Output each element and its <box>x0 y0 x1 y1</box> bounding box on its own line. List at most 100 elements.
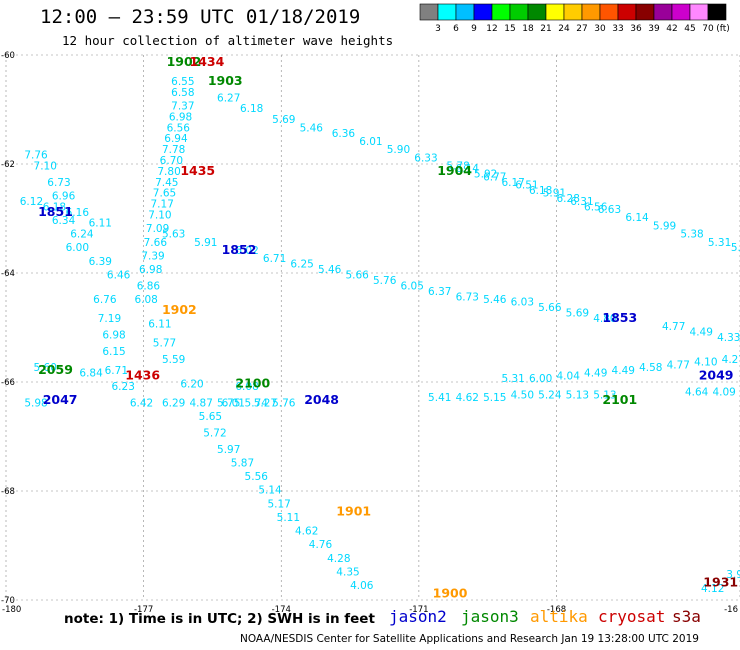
swh-value: 5.65 <box>199 411 222 423</box>
swh-value: 6.98 <box>102 329 125 341</box>
swh-value: 6.08 <box>235 381 258 393</box>
swh-value: 5.41 <box>428 392 451 404</box>
swh-value: 5.66 <box>345 269 369 281</box>
colorbar-label: 18 <box>522 24 534 34</box>
swh-value: 6.16 <box>66 207 90 219</box>
swh-value: 5.78 <box>446 160 469 172</box>
colorbar-label: 15 <box>504 24 515 34</box>
swh-value: 5.27 <box>254 398 277 410</box>
swh-value: 7.65 <box>153 188 176 200</box>
swh-value: 5.13 <box>593 389 616 401</box>
swh-value: 6.29 <box>162 398 185 410</box>
swh-value: 6.70 <box>160 155 183 167</box>
swh-value: 4.58 <box>639 362 662 374</box>
pass-label: 2100 <box>235 375 270 390</box>
credit-line: NOAA/NESDIS Center for Satellite Applica… <box>240 633 699 645</box>
swh-value: 5.17 <box>267 498 290 510</box>
swh-value: 5.77 <box>153 338 176 350</box>
swh-value: 4.35 <box>336 566 359 578</box>
lon-tick-label: -177 <box>134 605 153 615</box>
lat-tick-label: -66 <box>1 378 15 388</box>
track-2059: 5.60 6.84 6.20 6.08 <box>34 362 259 393</box>
swh-value: 5.69 <box>566 308 589 320</box>
swh-value: 6.63 <box>598 204 621 216</box>
track-1851: 7.767.10 6.736.96 6.12 6.18 6.166.34 6.116.24… <box>20 150 135 394</box>
swh-value: 7.76 <box>24 150 48 162</box>
colorbar-label: 70 <box>702 24 714 34</box>
swh-value: 7.37 <box>171 101 194 113</box>
track-1852: 5.635.916.026.71 6.25 5.46 5.66 5.76 6.05 6.37… <box>162 229 617 325</box>
colorbar-label: 12 <box>486 24 497 34</box>
swh-value: 4.09 <box>712 387 735 399</box>
swh-value: 6.02 <box>235 245 258 257</box>
swh-value: 6.34 <box>52 215 76 227</box>
colorbar-label: 9 <box>471 24 477 34</box>
swh-value: 5.46 <box>318 264 342 276</box>
swh-value: 4.80 <box>593 313 616 325</box>
swh-value: 5.76 <box>272 398 296 410</box>
swh-value: 6.84 <box>79 368 103 380</box>
pass-label: 1435 <box>180 163 215 178</box>
lat-tick-label: -64 <box>1 269 15 279</box>
swh-value: 6.12 <box>20 196 43 208</box>
colorbar-label: 30 <box>594 24 606 34</box>
swh-value: 6.96 <box>52 190 76 202</box>
swh-value: 6.24 <box>70 229 94 241</box>
swh-value: 5.76 <box>373 275 397 287</box>
swh-value: 5.31 <box>708 237 731 249</box>
pass-label: 1902 <box>162 302 197 317</box>
track-1904: 6.146.776.515.916.316.636.145.995.385.31… <box>456 163 740 254</box>
pass-label: 2059 <box>38 362 73 377</box>
swh-value: 5.24 <box>538 389 562 401</box>
swh-value: 6.42 <box>130 398 153 410</box>
swh-value: 6.25 <box>290 259 313 271</box>
swh-value: 5.66 <box>538 302 562 314</box>
swh-value: 4.04 <box>557 370 581 382</box>
swh-value: 5.13 <box>566 389 589 401</box>
swh-value: 7.17 <box>151 199 174 211</box>
track-2047: 5.98 6.42 6.29 4.87 6.01 5.27 <box>24 398 277 410</box>
colorbar-label: 39 <box>648 24 660 34</box>
swh-value: 5.79 <box>731 242 740 254</box>
colorbar-label: 33 <box>612 24 623 34</box>
pass-label: 1434 <box>190 54 225 69</box>
swh-value: 5.72 <box>203 428 226 440</box>
track-1931: 3.984.12 <box>701 569 740 595</box>
swh-value: 4.62 <box>456 392 479 404</box>
swh-value: 5.56 <box>245 471 269 483</box>
track-1436: 6.11 5.77 5.59 5.65 5.72 5.975.87 5.56 5.145.17… <box>148 319 300 524</box>
pass-label: 1851 <box>38 204 73 219</box>
swh-value: 6.56 <box>167 122 191 134</box>
swh-value: 7.45 <box>155 177 178 189</box>
swh-value: 6.23 <box>112 381 135 393</box>
track-2101: 5.75 5.74 5.76 5.41 4.62 5.15 4.50 5.24 5.13 5.13… <box>217 387 736 410</box>
swh-value: 7.66 <box>144 237 168 249</box>
swh-value: 6.94 <box>164 133 188 145</box>
page-subtitle: 12 hour collection of altimeter wave hei… <box>62 33 394 48</box>
lon-tick-label: -174 <box>272 605 291 615</box>
swh-value: 6.00 <box>529 373 552 385</box>
swh-value: 4.64 <box>685 387 709 399</box>
swh-value: 5.11 <box>277 512 300 524</box>
swh-value: 4.77 <box>662 321 685 333</box>
pass-label: 1853 <box>602 310 637 325</box>
track-1903: 6.276.185.695.46 6.366.015.906.335.785.92… <box>217 92 608 213</box>
colorbar-label: 42 <box>666 24 677 34</box>
swh-value: 5.31 <box>501 373 524 385</box>
swh-value: 6.98 <box>169 111 192 123</box>
swh-value: 4.28 <box>327 553 350 565</box>
swh-value: 6.14 <box>625 212 649 224</box>
swh-value: 6.55 <box>171 76 194 88</box>
swh-value: 5.46 <box>483 294 507 306</box>
swh-value: 6.18 <box>240 103 263 115</box>
pass-label: 1931 <box>703 574 738 589</box>
legend-s3a: s3a <box>672 607 701 626</box>
swh-value: 6.03 <box>511 297 534 309</box>
pass-label: 2048 <box>304 392 339 407</box>
swh-value: 4.49 <box>584 368 607 380</box>
swh-value: 7.39 <box>141 250 164 262</box>
swh-value: 6.14 <box>456 163 480 175</box>
colorbar-label: 45 <box>684 24 695 34</box>
swh-value: 6.27 <box>217 92 240 104</box>
